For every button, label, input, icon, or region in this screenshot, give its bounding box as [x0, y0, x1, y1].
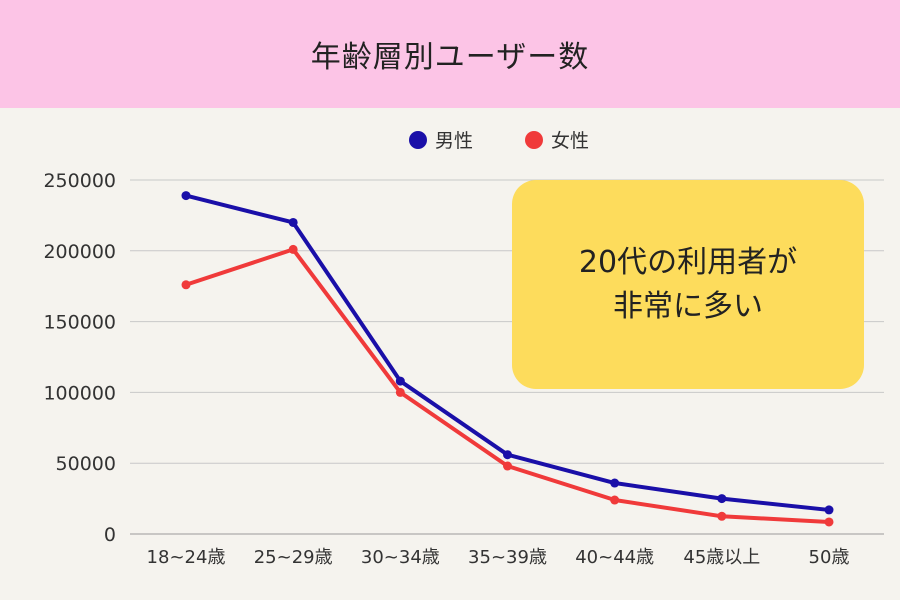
- y-tick-label: 50000: [56, 453, 116, 475]
- data-point: [824, 505, 834, 515]
- data-point: [395, 376, 405, 386]
- data-point: [717, 494, 727, 504]
- legend-label: 女性: [551, 130, 589, 152]
- x-tick-label: 35~39歳: [468, 547, 547, 568]
- data-point: [717, 511, 727, 521]
- legend-label: 男性: [435, 130, 473, 152]
- callout-box: 20代の利用者が 非常に多い: [512, 180, 864, 389]
- data-point: [503, 461, 512, 471]
- data-point: [503, 450, 512, 460]
- x-tick-label: 50歳: [809, 547, 850, 568]
- legend-marker: [409, 131, 427, 149]
- y-tick-label: 0: [104, 524, 116, 546]
- x-tick-label: 45歳以上: [683, 547, 760, 568]
- x-tick-label: 40~44歳: [575, 547, 654, 568]
- data-point: [610, 478, 620, 488]
- x-tick-label: 18~24歳: [147, 547, 226, 568]
- data-point: [181, 280, 191, 290]
- x-tick-label: 25~29歳: [254, 547, 333, 568]
- data-point: [288, 244, 298, 254]
- callout-line-2: 非常に多い: [613, 288, 763, 324]
- callout-line-1: 20代の利用者が: [578, 244, 798, 280]
- data-point: [288, 217, 298, 227]
- legend-marker: [525, 131, 543, 149]
- data-point: [395, 387, 405, 397]
- y-tick-label: 150000: [43, 312, 116, 334]
- y-tick-label: 100000: [43, 382, 116, 404]
- y-tick-label: 250000: [43, 170, 116, 192]
- data-point: [824, 517, 834, 527]
- header-banner: 年齢層別ユーザー数: [0, 0, 900, 108]
- y-tick-label: 200000: [43, 241, 116, 263]
- x-tick-label: 30~34歳: [361, 547, 440, 568]
- data-point: [610, 495, 620, 505]
- data-point: [181, 191, 191, 201]
- chart-title: 年齢層別ユーザー数: [310, 40, 590, 75]
